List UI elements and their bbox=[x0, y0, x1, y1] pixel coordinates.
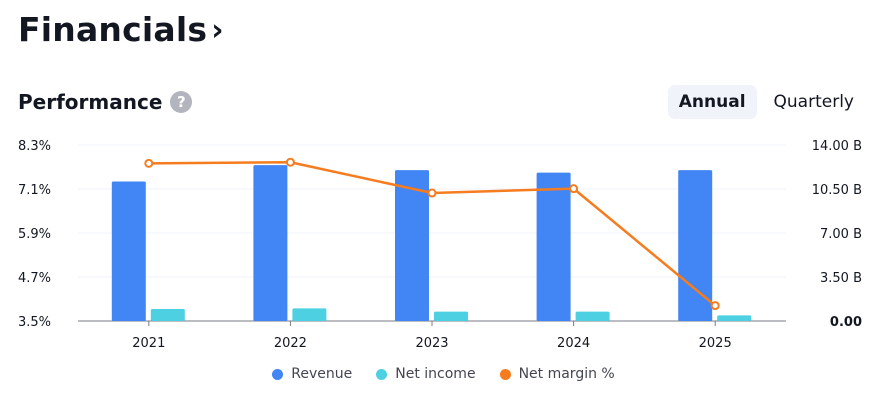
revenue-bar bbox=[111, 181, 146, 321]
left-tick-label: 5.9% bbox=[18, 227, 51, 242]
net-margin-swatch bbox=[499, 368, 511, 380]
right-tick-label: 14.00 B bbox=[812, 139, 862, 154]
financials-chart: 8.3% 14.00 B 7.1% 10.50 B 5.9% 7.00 B 4.7% 3.50… bbox=[18, 139, 862, 351]
net-margin-point bbox=[427, 188, 437, 198]
legend-revenue-label: Revenue bbox=[291, 366, 353, 382]
tab-annual[interactable]: Annual bbox=[667, 85, 757, 119]
net-margin-point bbox=[710, 301, 720, 311]
section-header: Performance ? bbox=[18, 90, 193, 114]
net-margin-point bbox=[285, 157, 295, 167]
period-tabs: Annual Quarterly bbox=[667, 85, 865, 119]
right-tick-label: 10.50 B bbox=[812, 183, 862, 198]
x-tick-label: 2024 bbox=[557, 336, 590, 351]
chart-legend: Revenue Net income Net margin % bbox=[0, 366, 887, 382]
revenue-bar bbox=[536, 172, 571, 321]
revenue-bar bbox=[253, 165, 288, 321]
net-income-bar bbox=[150, 309, 185, 321]
net-income-bar bbox=[717, 315, 752, 321]
x-tick-label: 2022 bbox=[274, 336, 307, 351]
help-icon[interactable]: ? bbox=[170, 91, 193, 113]
left-tick-label: 4.7% bbox=[18, 271, 51, 286]
net-margin-point bbox=[144, 158, 154, 168]
right-tick-label: 0.00 bbox=[830, 315, 862, 330]
legend-net-margin[interactable]: Net margin % bbox=[499, 366, 615, 382]
section-title: Performance bbox=[18, 90, 163, 114]
revenue-bar bbox=[395, 170, 429, 321]
left-tick-label: 8.3% bbox=[18, 139, 51, 154]
page-title[interactable]: Financials bbox=[18, 10, 208, 49]
header[interactable]: Financials › bbox=[18, 10, 224, 49]
legend-revenue[interactable]: Revenue bbox=[272, 366, 352, 382]
net-margin-line bbox=[148, 160, 716, 307]
net-income-bar bbox=[292, 308, 327, 321]
tab-quarterly[interactable]: Quarterly bbox=[773, 92, 854, 112]
chevron-right-icon[interactable]: › bbox=[211, 13, 224, 48]
right-tick-label: 7.00 B bbox=[820, 227, 862, 242]
right-tick-label: 3.50 B bbox=[820, 271, 862, 286]
x-tick-label: 2023 bbox=[415, 336, 448, 351]
net-margin-point bbox=[569, 184, 579, 194]
left-tick-label: 7.1% bbox=[18, 183, 51, 198]
legend-net-margin-label: Net margin % bbox=[518, 366, 615, 382]
net-income-swatch bbox=[376, 368, 388, 380]
revenue-swatch bbox=[272, 368, 284, 380]
left-tick-label: 3.5% bbox=[18, 315, 51, 330]
x-tick-label: 2021 bbox=[132, 336, 165, 351]
legend-net-income-label: Net income bbox=[395, 366, 476, 382]
net-income-bar bbox=[575, 311, 610, 321]
x-tick-label: 2025 bbox=[699, 336, 732, 351]
net-income-bar bbox=[434, 311, 468, 321]
legend-net-income[interactable]: Net income bbox=[376, 366, 476, 382]
